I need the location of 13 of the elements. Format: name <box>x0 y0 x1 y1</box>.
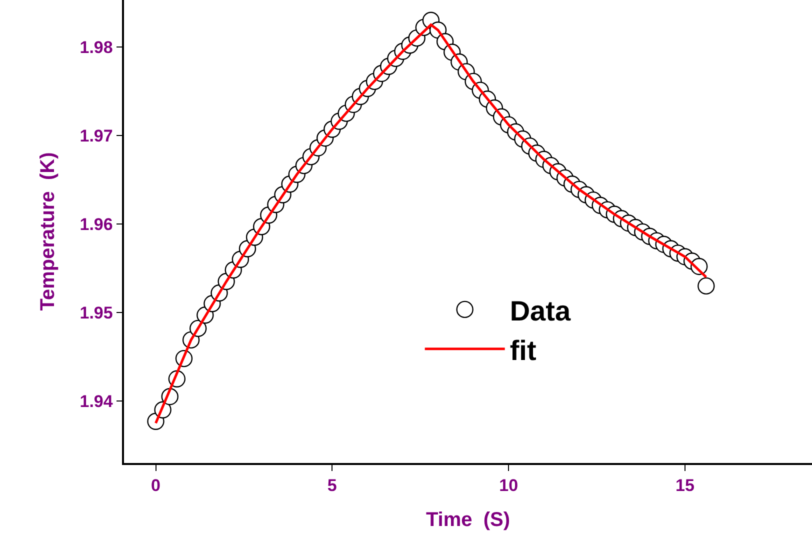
legend-label: fit <box>510 334 536 366</box>
y-tick-label: 1.96 <box>80 214 113 234</box>
x-tick-label: 5 <box>327 476 337 496</box>
y-axis-title: Temperature (K) <box>36 152 59 311</box>
y-tick-label: 1.94 <box>80 392 114 411</box>
y-tick-label: 1.97 <box>80 126 113 146</box>
x-tick-label: 0 <box>151 476 160 496</box>
y-tick-label: 1.98 <box>80 38 113 57</box>
x-tick-label: 10 <box>499 476 518 496</box>
legend-label: Data <box>510 295 571 326</box>
x-tick-label: 15 <box>676 476 694 496</box>
y-tick-label: 1.95 <box>80 303 113 322</box>
x-axis-title: Time (S) <box>426 509 510 532</box>
